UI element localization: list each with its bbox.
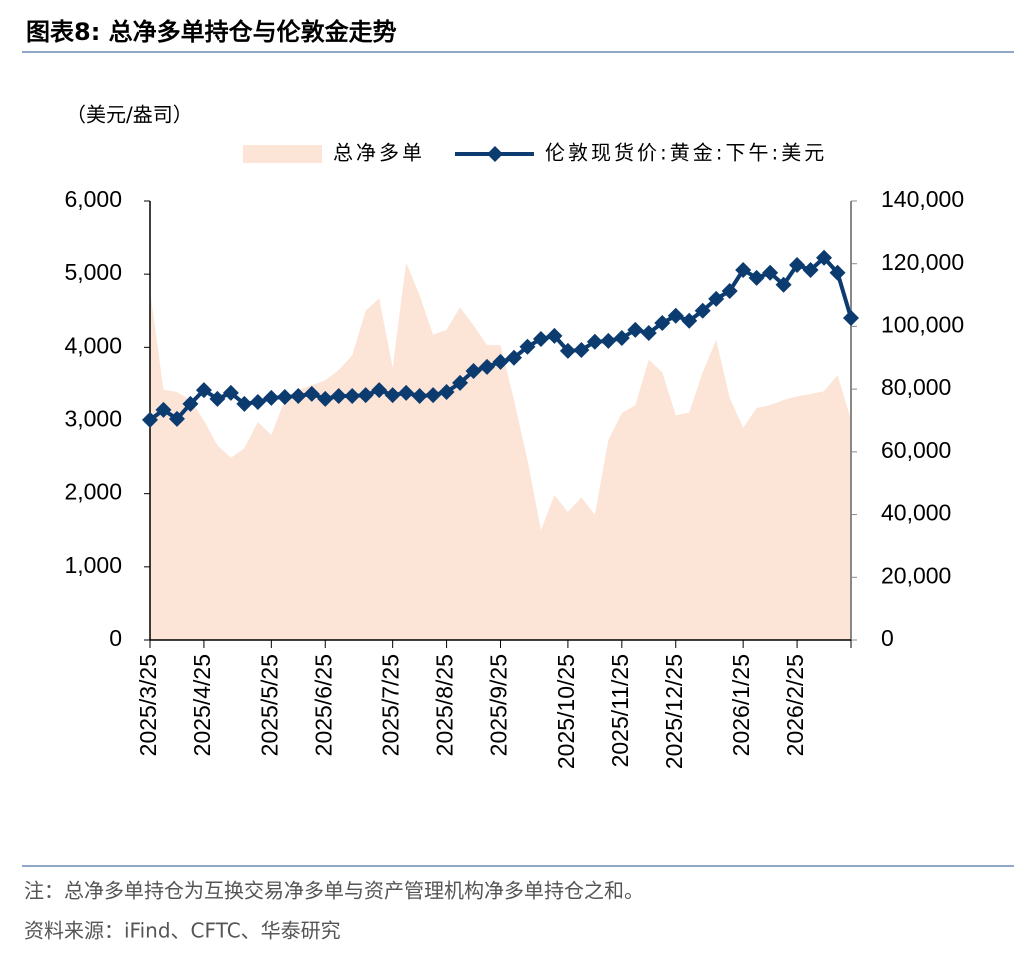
x-tick-label: 2025/12/25 xyxy=(661,654,687,769)
marker xyxy=(654,314,671,331)
marker xyxy=(829,264,846,281)
marker xyxy=(748,269,765,286)
x-tick-label: 2025/3/25 xyxy=(135,654,161,756)
legend-label: 伦敦现货价:黄金:下午:美元 xyxy=(545,141,827,165)
marker xyxy=(505,349,522,366)
marker xyxy=(802,261,819,278)
marker xyxy=(694,302,711,319)
marker xyxy=(276,388,293,405)
y-tick-label: 5,000 xyxy=(64,259,122,285)
x-tick-label: 2025/5/25 xyxy=(256,654,282,756)
marker xyxy=(317,390,334,407)
x-tick-label: 2026/1/25 xyxy=(728,654,754,756)
x-tick-label: 2025/4/25 xyxy=(189,654,215,756)
marker xyxy=(735,261,752,278)
area xyxy=(150,262,851,640)
y-tick-label: 6,000 xyxy=(64,186,122,212)
x-tick-label: 2025/11/25 xyxy=(607,654,633,767)
note: 注：总净多单持仓为互换交易净多单与资产管理机构净多单持仓之和。 xyxy=(24,879,644,903)
marker xyxy=(492,353,509,370)
x-tick-label: 2025/10/25 xyxy=(553,654,579,769)
y-tick-label: 0 xyxy=(109,625,122,651)
marker xyxy=(330,388,347,405)
marker xyxy=(438,383,455,400)
unit-label: （美元/盎司） xyxy=(66,103,193,127)
marker xyxy=(209,390,226,407)
y-tick-label: 2,000 xyxy=(64,479,122,505)
x-tick-label: 2025/9/25 xyxy=(486,654,512,756)
marker xyxy=(843,309,859,326)
marker xyxy=(465,362,482,379)
x-tick-label: 2025/8/25 xyxy=(432,654,458,756)
marker xyxy=(303,385,320,402)
marker xyxy=(168,410,185,427)
marker xyxy=(627,321,644,338)
marker xyxy=(762,264,779,281)
marker xyxy=(519,338,536,355)
y2-tick-label: 20,000 xyxy=(881,562,951,588)
y2-tick-label: 140,000 xyxy=(881,186,964,212)
y2-tick-label: 0 xyxy=(881,625,894,651)
marker xyxy=(532,330,549,347)
y2-tick-label: 40,000 xyxy=(881,500,951,526)
y-tick-label: 1,000 xyxy=(64,552,122,578)
x-tick-label: 2026/2/25 xyxy=(782,654,808,756)
marker xyxy=(371,382,388,399)
marker xyxy=(236,395,253,412)
y2-tick-label: 80,000 xyxy=(881,374,951,400)
marker xyxy=(586,333,603,350)
marker xyxy=(263,389,280,406)
source: 资料来源：iFind、CFTC、华泰研究 xyxy=(24,919,341,943)
chart-title: 图表8: 总净多单持仓与伦敦金走势 xyxy=(26,18,397,46)
marker xyxy=(640,325,657,342)
marker xyxy=(290,388,307,405)
marker xyxy=(708,290,725,307)
legend-label: 总净多单 xyxy=(333,141,425,165)
marker xyxy=(222,384,239,401)
marker xyxy=(667,307,684,324)
marker xyxy=(398,384,415,401)
marker xyxy=(546,327,563,344)
y-tick-label: 3,000 xyxy=(64,406,122,432)
marker xyxy=(816,249,833,266)
marker xyxy=(155,401,172,418)
marker xyxy=(479,358,496,375)
legend-marker xyxy=(487,146,503,162)
marker xyxy=(357,387,374,404)
marker xyxy=(452,374,469,391)
marker xyxy=(573,341,590,358)
marker xyxy=(344,388,361,405)
x-tick-label: 2025/6/25 xyxy=(310,654,336,756)
marker xyxy=(425,387,442,404)
marker xyxy=(681,312,698,329)
marker xyxy=(775,276,792,293)
x-tick-label: 2025/7/25 xyxy=(378,654,404,756)
marker xyxy=(249,393,266,410)
marker xyxy=(600,332,617,349)
y2-tick-label: 60,000 xyxy=(881,437,951,463)
y2-tick-label: 120,000 xyxy=(881,249,964,275)
marker xyxy=(411,388,428,405)
legend-swatch xyxy=(243,145,322,163)
marker xyxy=(789,256,806,273)
marker xyxy=(195,382,212,399)
y2-tick-label: 100,000 xyxy=(881,312,964,338)
marker xyxy=(559,342,576,359)
marker xyxy=(384,387,401,404)
y-tick-label: 4,000 xyxy=(64,332,122,358)
marker xyxy=(721,282,738,299)
marker xyxy=(613,330,630,347)
marker xyxy=(142,411,158,428)
marker xyxy=(182,395,199,412)
